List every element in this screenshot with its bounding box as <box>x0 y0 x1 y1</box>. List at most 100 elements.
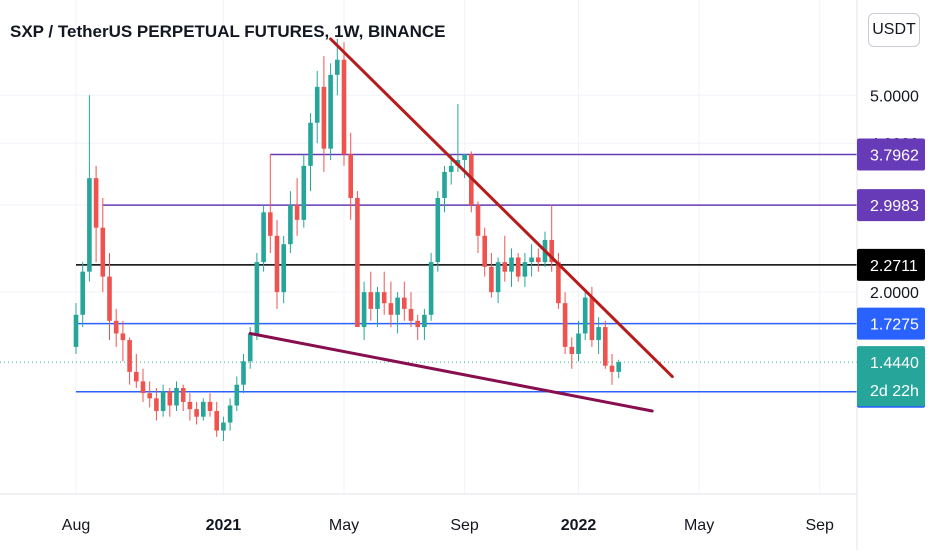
candle-body <box>442 171 447 198</box>
x-tick-label: Aug <box>62 517 90 534</box>
candle-body <box>328 74 333 149</box>
candle-body <box>187 401 193 410</box>
candle-body <box>381 292 387 304</box>
candle-body <box>589 297 595 341</box>
axes: 5.00004.00003.00002.0000Aug2021MaySep202… <box>0 0 919 550</box>
candle-body <box>609 365 615 372</box>
candle-body <box>448 165 454 172</box>
candle-body <box>355 197 360 328</box>
last-price-label-bg <box>857 346 925 407</box>
candle-body <box>227 405 233 423</box>
candle-body <box>308 122 313 166</box>
candle-body <box>361 292 367 328</box>
level-price-label: 3.7962 <box>870 147 919 164</box>
candle-body <box>288 205 293 245</box>
candle-body <box>422 314 427 328</box>
x-tick-label: May <box>329 517 359 534</box>
grid <box>0 0 857 494</box>
candle-body <box>435 197 441 263</box>
candle-body <box>495 262 501 293</box>
bar-countdown-label: 2d 22h <box>870 383 919 400</box>
candle-body <box>375 292 380 309</box>
x-tick-label: 2022 <box>561 517 597 534</box>
candle-body <box>475 205 481 236</box>
x-tick-label: Sep <box>450 517 479 534</box>
candle-body <box>301 165 307 220</box>
level-price-label-bg <box>857 189 925 222</box>
candle-body <box>529 257 534 263</box>
candle-body <box>596 327 601 341</box>
candle-body <box>408 308 414 321</box>
candle-body <box>395 297 400 315</box>
candle-body <box>502 262 508 272</box>
candle-body <box>402 297 407 309</box>
candle-body <box>268 212 273 236</box>
candle-body <box>167 391 173 406</box>
candle-body <box>556 262 561 304</box>
trendline-lower <box>248 331 654 413</box>
trendline-upper <box>329 37 674 379</box>
candle-body <box>314 86 320 123</box>
x-tick-label: May <box>684 517 714 534</box>
candle-body <box>107 276 112 321</box>
candle-body <box>134 371 139 382</box>
chart-title: SXP / TetherUS PERPETUAL FUTURES, 1W, BI… <box>10 22 446 41</box>
candle-body <box>515 257 521 277</box>
candle-body <box>616 362 621 372</box>
candle-body <box>80 271 85 315</box>
candle-body <box>603 327 608 366</box>
candles <box>73 38 621 442</box>
candle-body <box>100 227 106 277</box>
x-tick-label: Sep <box>805 517 834 534</box>
candle-body <box>368 292 374 309</box>
candle-body <box>214 411 219 431</box>
candle-body <box>549 239 554 263</box>
candle-body <box>247 333 253 362</box>
candle-body <box>482 235 487 267</box>
candle-body <box>341 59 347 155</box>
level-price-label-bg <box>857 138 925 171</box>
y-tick-label: 2.0000 <box>870 285 919 302</box>
level-price-label: 2.2711 <box>870 258 918 275</box>
candle-body <box>174 388 179 406</box>
candle-body <box>241 361 246 385</box>
candle-body <box>207 401 213 412</box>
candle-body <box>274 235 280 293</box>
candle-body <box>415 320 420 328</box>
level-price-label: 2.9983 <box>870 198 919 215</box>
candle-body <box>321 86 327 149</box>
level-price-label-bg <box>857 307 925 340</box>
candle-body <box>294 205 300 220</box>
last-price-label: 1.4440 <box>870 355 919 372</box>
trendlines[interactable] <box>248 37 674 413</box>
candle-body <box>194 409 199 417</box>
candle-body <box>254 262 260 334</box>
candle-body <box>180 388 186 402</box>
candle-body <box>281 244 286 293</box>
candle-body <box>335 59 340 75</box>
candle-body <box>201 401 206 417</box>
candle-body <box>234 384 240 406</box>
candle-body <box>127 340 132 372</box>
candle-body <box>462 154 467 160</box>
candle-body <box>154 398 159 412</box>
candle-body <box>509 257 514 272</box>
level-price-label-bg <box>857 248 925 281</box>
candle-body <box>522 262 528 277</box>
currency-button[interactable]: USDT <box>868 13 920 47</box>
candle-body <box>93 178 99 228</box>
candle-body <box>113 320 119 334</box>
candle-body <box>576 333 581 354</box>
candle-body <box>140 381 146 394</box>
level-price-label: 1.7275 <box>870 317 919 334</box>
candle-body <box>348 154 353 198</box>
candle-body <box>428 262 434 315</box>
candle-body <box>73 314 79 347</box>
y-tick-label: 5.0000 <box>870 88 919 105</box>
candle-body <box>582 297 588 334</box>
candle-body <box>536 257 541 263</box>
candle-body <box>147 393 152 399</box>
